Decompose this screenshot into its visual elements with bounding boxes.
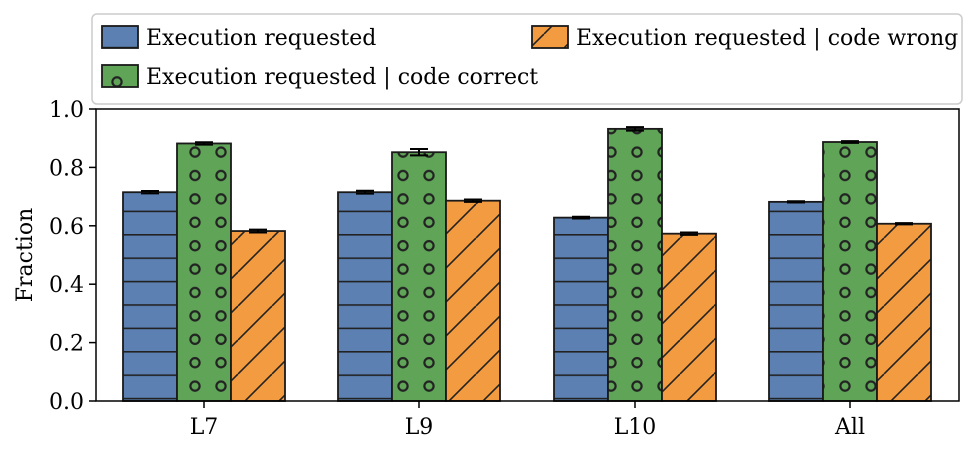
bar-hatch <box>877 223 931 401</box>
bar-all-execution-requested <box>768 200 824 402</box>
bar-hatch <box>554 217 608 401</box>
legend-item-execution-requested-code-correct: Execution requested | code correct <box>101 64 538 90</box>
bar-hatch <box>769 201 823 401</box>
bar-l10-execution-requested-code-correct <box>607 127 663 402</box>
bar-l9-execution-requested-code-wrong <box>445 199 501 402</box>
legend-swatch-outline <box>101 25 139 49</box>
legend-swatch-hatch <box>102 26 138 48</box>
y-tick-label: 0.0 <box>49 390 84 415</box>
bar-hatch <box>338 192 392 401</box>
x-tick-label: L10 <box>614 415 657 440</box>
legend-swatch-outline <box>531 25 569 49</box>
bar-l7-execution-requested-code-correct <box>176 142 232 402</box>
error-bars-layer <box>141 126 913 236</box>
error-bar-l9-execution-requested <box>356 189 374 195</box>
error-bar-l10-execution-requested-code-correct <box>626 126 644 132</box>
bar-hatch <box>662 233 716 401</box>
legend-label: Execution requested | code wrong <box>576 26 958 51</box>
x-tick-label: All <box>834 415 865 440</box>
y-tick-label: 0.4 <box>49 273 84 298</box>
plot-frame <box>95 108 960 402</box>
bars-layer <box>122 127 932 402</box>
bar-hatch <box>123 192 177 401</box>
error-bar-l7-execution-requested-code-wrong <box>249 228 267 234</box>
legend-swatch-outline <box>101 64 139 88</box>
y-tick-label: 0.8 <box>49 156 84 181</box>
bar-l9-execution-requested-code-correct <box>391 151 447 402</box>
x-tick-label: L9 <box>405 415 434 440</box>
bar-l9-execution-requested <box>337 191 393 402</box>
bar-l7-execution-requested-code-wrong <box>230 230 286 402</box>
error-bar-l10-execution-requested <box>572 215 590 220</box>
error-bar-all-execution-requested-code-correct <box>841 140 859 144</box>
bar-hatch <box>608 128 662 401</box>
error-bar-l7-execution-requested <box>141 190 159 195</box>
legend-item-execution-requested-code-wrong: Execution requested | code wrong <box>531 25 958 51</box>
bar-l7-execution-requested <box>122 191 178 402</box>
legend-swatch-hatch <box>532 26 568 48</box>
bar-hatch <box>177 143 231 401</box>
bar-l10-execution-requested <box>553 216 609 402</box>
error-bar-l10-execution-requested-code-wrong <box>680 231 698 236</box>
y-tick-label: 1.0 <box>49 98 84 123</box>
legend-label: Execution requested | code correct <box>146 65 538 90</box>
y-axis-label: Fraction <box>13 208 38 303</box>
bar-hatch <box>392 152 446 401</box>
legend-item-execution-requested: Execution requested <box>101 25 376 51</box>
x-axis: L7 L9 L10 All <box>190 401 865 440</box>
bar-all-execution-requested-code-wrong <box>876 222 932 402</box>
bar-l10-execution-requested-code-wrong <box>661 232 717 402</box>
error-bar-l9-execution-requested-code-correct <box>410 148 428 157</box>
bar-hatch <box>823 141 877 401</box>
error-bar-l9-execution-requested-code-wrong <box>464 198 482 203</box>
error-bar-all-execution-requested-code-wrong <box>895 222 913 226</box>
x-tick-label: L7 <box>190 415 219 440</box>
y-axis: 0.0 0.2 0.4 0.6 0.8 1.0 <box>49 98 96 415</box>
legend-swatch-hatch <box>102 65 138 87</box>
legend-frame <box>91 13 963 105</box>
legend: Execution requested Execution requested |… <box>91 13 963 105</box>
bar-all-execution-requested-code-correct <box>822 141 878 402</box>
legend-label: Execution requested <box>146 26 376 51</box>
bar-hatch <box>231 231 285 401</box>
bar-hatch <box>446 200 500 401</box>
error-bar-all-execution-requested <box>787 200 805 204</box>
y-tick-label: 0.2 <box>49 332 84 357</box>
y-tick-label: 0.6 <box>49 215 84 240</box>
error-bar-l7-execution-requested-code-correct <box>195 141 213 146</box>
